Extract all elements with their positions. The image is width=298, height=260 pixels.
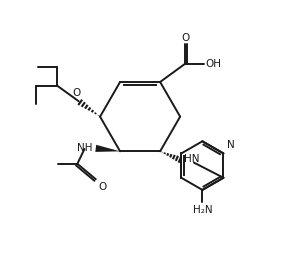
Text: NH: NH (77, 143, 93, 153)
Text: H₂N: H₂N (193, 205, 212, 215)
Text: O: O (98, 181, 106, 192)
Text: OH: OH (206, 58, 221, 69)
Text: HN: HN (184, 154, 199, 164)
Text: O: O (72, 88, 80, 98)
Text: N: N (227, 140, 235, 151)
Text: O: O (181, 32, 190, 43)
Polygon shape (95, 145, 120, 152)
